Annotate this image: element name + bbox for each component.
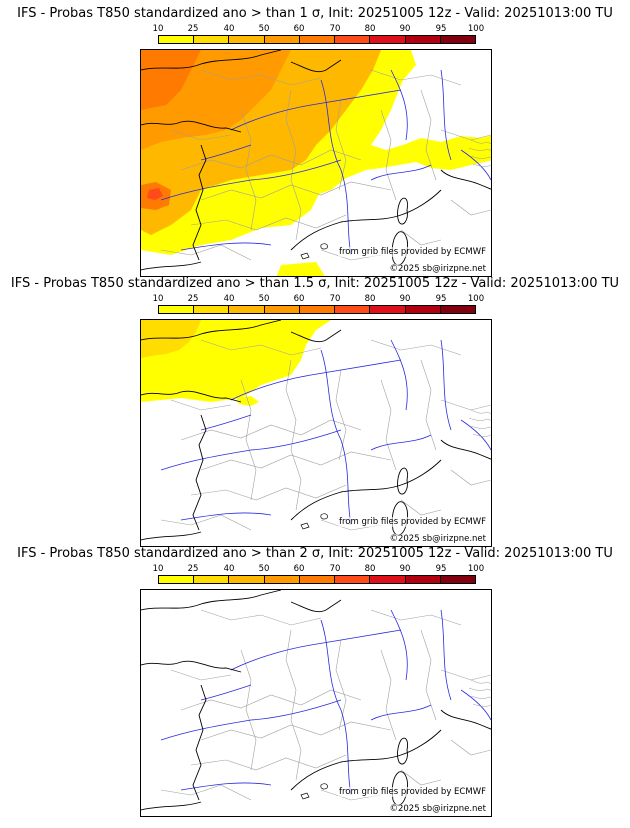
colorbar-tick: 10	[152, 294, 164, 304]
data-source-credit: from grib files provided by ECMWF	[338, 517, 487, 527]
colorbar-tick: 60	[293, 294, 305, 304]
colorbar-tick: 40	[223, 24, 235, 34]
colorbar-swatch	[264, 36, 300, 43]
colorbar-tick: 95	[435, 564, 447, 574]
colorbar-tick: 95	[435, 24, 447, 34]
colorbar-swatch	[229, 576, 265, 583]
colorbar-swatch	[299, 576, 336, 583]
panel-3: IFS - Probas T850 standardized ano > tha…	[0, 546, 630, 817]
colorbar-tick: 70	[329, 564, 341, 574]
colorbar-swatch	[229, 36, 265, 43]
colorbar-swatch	[440, 306, 475, 313]
colorbar-swatch	[335, 306, 371, 313]
colorbar-ticks: 10 25 40 50 60 70 80 90 95 100	[153, 294, 485, 304]
colorbar-swatch	[335, 36, 371, 43]
colorbar-tick: 40	[223, 294, 235, 304]
panel-title: IFS - Probas T850 standardized ano > tha…	[10, 276, 620, 291]
panel-1: IFS - Probas T850 standardized ano > tha…	[0, 6, 630, 277]
colorbar-tick: 25	[187, 294, 199, 304]
colorbar-tick: 95	[435, 294, 447, 304]
colorbar-boxes	[158, 575, 476, 584]
colorbar-swatch	[370, 576, 406, 583]
colorbar-swatch	[159, 36, 195, 43]
colorbar-swatch	[440, 576, 475, 583]
colorbar-swatch	[194, 576, 230, 583]
colorbar-tick: 50	[258, 24, 270, 34]
colorbar-swatch	[299, 306, 336, 313]
copyright-credit: ©2025 sb@irizpne.net	[388, 804, 487, 814]
colorbar-tick: 100	[467, 294, 485, 304]
colorbar-ticks: 10 25 40 50 60 70 80 90 95 100	[153, 564, 485, 574]
colorbar-swatch	[405, 36, 441, 43]
data-source-credit: from grib files provided by ECMWF	[338, 247, 487, 257]
colorbar-tick: 60	[293, 564, 305, 574]
colorbar-tick: 90	[399, 564, 411, 574]
colorbar-tick: 80	[364, 24, 376, 34]
colorbar-tick: 90	[399, 24, 411, 34]
colorbar-tick: 50	[258, 564, 270, 574]
colorbar-tick: 40	[223, 564, 235, 574]
colorbar-swatch	[440, 36, 475, 43]
probability-map: from grib files provided by ECMWF ©2025 …	[140, 49, 492, 277]
colorbar-tick: 60	[293, 24, 305, 34]
colorbar-tick: 100	[467, 24, 485, 34]
colorbar-tick: 80	[364, 294, 376, 304]
colorbar-swatch	[405, 576, 441, 583]
colorbar-swatch	[370, 306, 406, 313]
colorbar-tick: 100	[467, 564, 485, 574]
colorbar-swatch	[299, 36, 336, 43]
colorbar-swatch	[159, 576, 195, 583]
colorbar-swatch	[264, 576, 300, 583]
colorbar-tick: 10	[152, 24, 164, 34]
colorbar-boxes	[158, 35, 476, 44]
colorbar-swatch	[370, 36, 406, 43]
colorbar-boxes	[158, 305, 476, 314]
panel-title: IFS - Probas T850 standardized ano > tha…	[17, 546, 613, 561]
colorbar-tick: 25	[187, 564, 199, 574]
colorbar-tick: 50	[258, 294, 270, 304]
colorbar-swatch	[229, 306, 265, 313]
colorbar: 10 25 40 50 60 70 80 90 95 100	[153, 24, 485, 46]
colorbar-swatch	[264, 306, 300, 313]
colorbar-tick: 70	[329, 294, 341, 304]
colorbar: 10 25 40 50 60 70 80 90 95 100	[153, 294, 485, 316]
probability-map: from grib files provided by ECMWF ©2025 …	[140, 319, 492, 547]
colorbar-swatch	[335, 576, 371, 583]
colorbar-swatch	[194, 306, 230, 313]
colorbar-ticks: 10 25 40 50 60 70 80 90 95 100	[153, 24, 485, 34]
colorbar-tick: 80	[364, 564, 376, 574]
copyright-credit: ©2025 sb@irizpne.net	[388, 264, 487, 274]
colorbar-tick: 25	[187, 24, 199, 34]
colorbar-tick: 70	[329, 24, 341, 34]
probability-map: from grib files provided by ECMWF ©2025 …	[140, 589, 492, 817]
copyright-credit: ©2025 sb@irizpne.net	[388, 534, 487, 544]
colorbar-tick: 10	[152, 564, 164, 574]
colorbar-swatch	[405, 306, 441, 313]
colorbar-tick: 90	[399, 294, 411, 304]
panel-2: IFS - Probas T850 standardized ano > tha…	[0, 276, 630, 547]
colorbar-swatch	[194, 36, 230, 43]
panel-title: IFS - Probas T850 standardized ano > tha…	[17, 6, 613, 21]
colorbar: 10 25 40 50 60 70 80 90 95 100	[153, 564, 485, 586]
colorbar-swatch	[159, 306, 195, 313]
data-source-credit: from grib files provided by ECMWF	[338, 787, 487, 797]
